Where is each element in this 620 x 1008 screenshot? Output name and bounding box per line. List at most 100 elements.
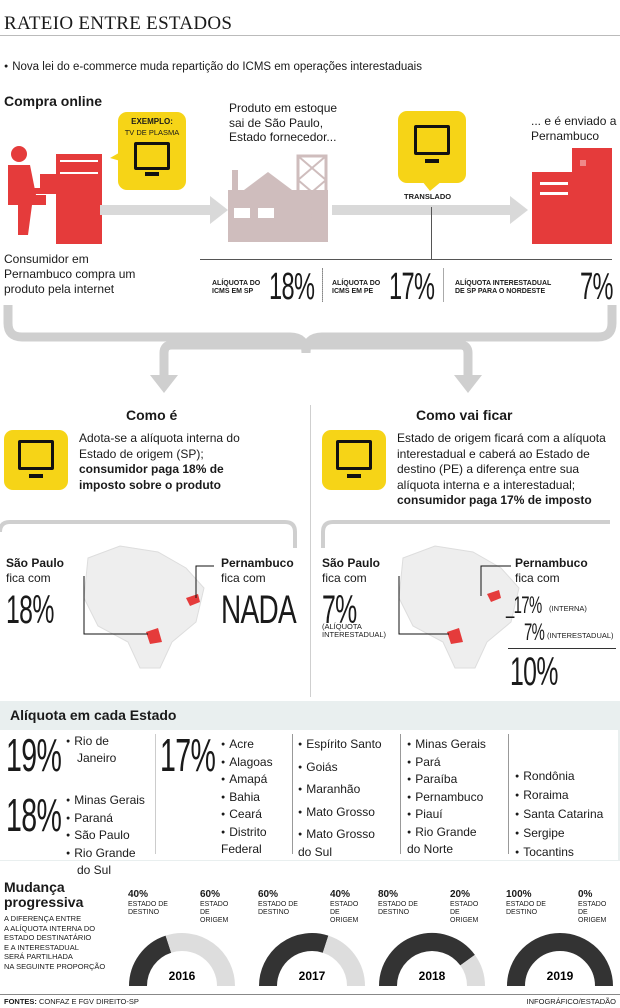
center-divider [310, 405, 311, 697]
destino-label: ESTADO DE DESTINO [258, 901, 298, 916]
translado-tv-icon-box [398, 111, 466, 183]
origem-arc [460, 954, 485, 986]
gauge-year: 2018 [419, 969, 446, 983]
origem-value: 20% [450, 889, 471, 900]
consumer-illustration [8, 146, 102, 244]
gauge-2: 80% ESTADO DE DESTINO 20% ESTADO DE ORIGEM 201… [374, 888, 490, 988]
como-e-pe-label: Pernambuco fica com [221, 556, 294, 585]
mudanca-description: A DIFERENÇA ENTRE A ALÍQUOTA INTERNA DO ES… [4, 914, 106, 971]
origem-arc [165, 933, 235, 986]
rate-label: ALÍQUOTA DO ICMS EM SP [212, 280, 261, 295]
rates-top-rule [200, 259, 612, 260]
tv-icon [18, 440, 54, 470]
destino-value: 100% [506, 889, 532, 900]
como-vai-ficar-text: Estado de origem ficará com a alíquota in… [397, 431, 606, 507]
rate-17-col-4: Rondônia Roraima Santa Catarina Sergipe … [515, 768, 603, 863]
split-connector [3, 305, 617, 393]
aliquotas-divider [155, 734, 156, 854]
como-e-tv-icon-box [4, 430, 68, 490]
destino-arc [507, 933, 613, 986]
pe-calc-rule [508, 648, 616, 649]
rate-value: 17% [389, 266, 435, 308]
rate-sp-icms: ALÍQUOTA DO ICMS EM SP 18% [212, 266, 322, 308]
rate-18-states: Minas Gerais Paraná São Paulo Rio Grande… [66, 793, 145, 879]
flow-section-label: Compra online [4, 93, 103, 109]
rate-17-value: 17% [160, 729, 216, 781]
flow-arrow-2 [332, 196, 528, 224]
destino-arc [129, 935, 172, 986]
example-item: TV DE PLASMA [124, 128, 180, 137]
destino-arc [379, 933, 475, 986]
pe-calc-line-1: _17% [506, 592, 563, 620]
gauge-1: 60% ESTADO DE DESTINO 40% ESTADO DE ORIGEM 201… [254, 888, 370, 988]
tv-icon [336, 440, 372, 470]
como-vai-ficar-sp-note: (ALÍQUOTA INTERESTADUAL) [322, 622, 387, 639]
tv-stand-icon [145, 172, 159, 176]
destino-value: 80% [378, 889, 399, 900]
pe-calc-note-2: (INTERESTADUAL) [547, 631, 614, 640]
rate-interestadual: ALÍQUOTA INTERESTADUAL DE SP PARA O NORDE… [455, 266, 613, 308]
factory-illustration [228, 154, 328, 242]
origem-label: ESTADO DE ORIGEM [450, 901, 479, 924]
como-vai-ficar-pe-label: Pernambuco fica com [515, 556, 588, 585]
example-tv-icon-box: EXEMPLO: TV DE PLASMA [118, 112, 186, 190]
como-vai-ficar-map-frame [321, 520, 610, 669]
gauge-arc-2019: 2019 [507, 933, 613, 986]
como-vai-ficar-tv-icon-box [322, 430, 386, 490]
como-e-heading: Como é [126, 407, 178, 423]
translado-line [431, 207, 432, 259]
flow-arrow-1 [100, 196, 228, 224]
rate-17-col-2: Espírito Santo Goiás Maranhão Mato Gross… [298, 737, 382, 860]
origem-label: ESTADO DE ORIGEM [578, 901, 607, 924]
tv-stand-icon [425, 159, 439, 163]
example-pointer [110, 150, 124, 162]
page-subtitle: Nova lei do e-commerce muda repartição d… [4, 61, 422, 73]
origem-label: ESTADO DE ORIGEM [200, 901, 229, 924]
destino-value: 40% [128, 889, 149, 900]
rate-19-value: 19% [6, 729, 62, 781]
como-vai-ficar-heading: Como vai ficar [416, 407, 513, 423]
col-divider [292, 734, 293, 854]
sent-text: ... e é enviado a Pernambuco [531, 114, 617, 143]
como-e-text: Adota-se a alíquota interna do Estado de … [79, 431, 240, 492]
origem-value: 60% [200, 889, 221, 900]
rate-label: ALÍQUOTA INTERESTADUAL DE SP PARA O NORDE… [455, 280, 552, 295]
gauge-arc-2018: 2018 [379, 933, 485, 986]
destino-label: ESTADO DE DESTINO [128, 901, 168, 916]
col-divider [400, 734, 401, 854]
destino-label: ESTADO DE DESTINO [378, 901, 418, 916]
origem-label: ESTADO DE ORIGEM [330, 901, 359, 924]
mudanca-heading: Mudança progressiva [4, 879, 84, 910]
como-e-map-frame [0, 520, 297, 669]
tv-icon [134, 142, 170, 170]
translado-label: TRANSLADO [404, 192, 452, 201]
destino-arc [259, 933, 329, 986]
translado-pointer [422, 181, 442, 191]
gauge-0: 40% ESTADO DE DESTINO 60% ESTADO DE ORIGEM 201… [124, 888, 240, 988]
col-divider [508, 734, 509, 854]
gauge-year: 2016 [169, 969, 196, 983]
tv-stand-icon [29, 474, 43, 478]
stock-text: Produto em estoque sai de São Paulo, Estad… [229, 101, 338, 144]
footer-credit: INFOGRÁFICO/ESTADÃO [526, 997, 616, 1006]
title-rule [0, 35, 620, 36]
como-e-sp-value: 18% [6, 588, 54, 632]
rate-17-col-3: Minas Gerais Pará Paraíba Pernambuco Pia… [407, 737, 486, 858]
gauge-year: 2017 [299, 969, 326, 983]
rate-pe-icms: ALÍQUOTA DO ICMS EM PE 17% [332, 266, 442, 308]
building-illustration [532, 148, 612, 244]
consumer-text: Consumidor em Pernambuco compra um produto… [4, 252, 136, 296]
aliquotas-heading: Alíquota em cada Estado [10, 707, 177, 723]
tv-icon [414, 125, 450, 155]
page-title: RATEIO ENTRE ESTADOS [4, 13, 233, 34]
pe-calc-line-2: 7% [524, 619, 557, 647]
rate-divider [443, 268, 444, 302]
origem-value: 40% [330, 889, 351, 900]
gauge-arc-2016: 2016 [129, 933, 235, 986]
pe-calc-note-1: (INTERNA) [549, 604, 587, 613]
como-vai-ficar-sp-value: 7% [322, 588, 357, 632]
rate-divider [322, 268, 323, 302]
origem-arc [322, 935, 365, 986]
